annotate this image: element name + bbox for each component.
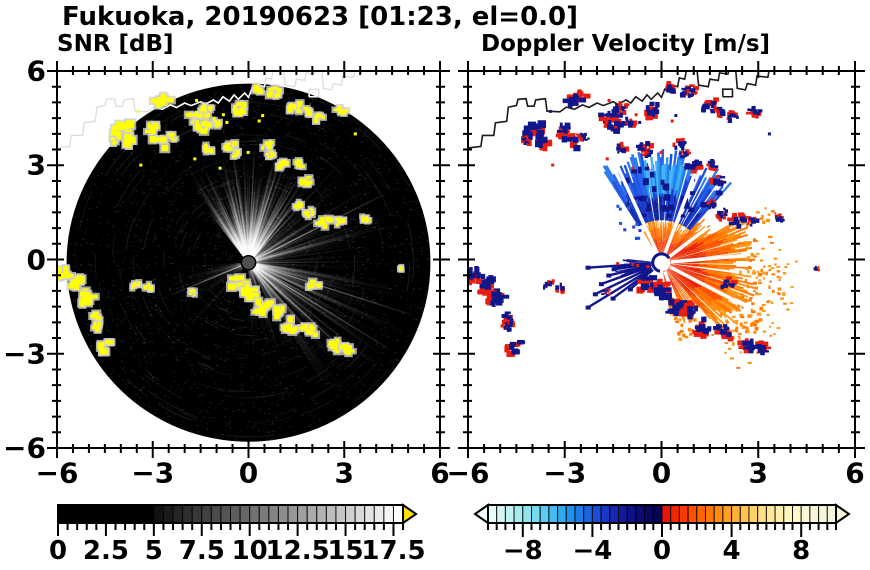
x-tick-label: −3 — [131, 456, 175, 490]
doppler-panel-title: Doppler Velocity [m/s] — [481, 31, 771, 57]
x-tick-label: 6 — [845, 456, 865, 490]
snr-panel-title: SNR [dB] — [57, 31, 174, 57]
colorbar-tick-label: 7.5 — [178, 536, 225, 566]
colorbar-tick-label: 12.5 — [265, 536, 330, 566]
y-tick-label: 0 — [26, 243, 46, 276]
x-tick-label: 0 — [238, 456, 259, 490]
x-tick-label: −6 — [35, 456, 79, 490]
colorbar-tick-label: −4 — [572, 536, 613, 566]
x-tick-label: 6 — [430, 456, 450, 490]
x-tick-label: −3 — [543, 456, 587, 490]
y-tick-label: −6 — [3, 431, 46, 465]
y-tick-label: −3 — [3, 337, 46, 371]
colorbar-tick-label: 10 — [231, 536, 268, 566]
x-tick-label: 3 — [748, 456, 768, 490]
colorbar-tick-label: −8 — [502, 536, 543, 566]
colorbar-tick-label: 8 — [792, 536, 811, 566]
colorbar-tick-label: 17.5 — [361, 536, 426, 566]
x-tick-label: 0 — [651, 456, 672, 490]
colorbar-tick-label: 4 — [722, 536, 741, 566]
colorbar-tick-label: 0 — [652, 536, 672, 566]
x-tick-label: 3 — [334, 456, 354, 490]
y-tick-label: 6 — [26, 54, 46, 88]
colorbar-tick-label: 5 — [144, 536, 163, 566]
colorbar-tick-label: 2.5 — [82, 536, 129, 566]
y-tick-label: 3 — [26, 148, 46, 182]
figure-title: Fukuoka, 20190623 [01:23, el=0.0] — [62, 2, 579, 32]
x-tick-label: −6 — [446, 456, 490, 490]
colorbar-tick-label: 0 — [48, 536, 68, 566]
colorbar-tick-label: 15 — [327, 536, 364, 566]
